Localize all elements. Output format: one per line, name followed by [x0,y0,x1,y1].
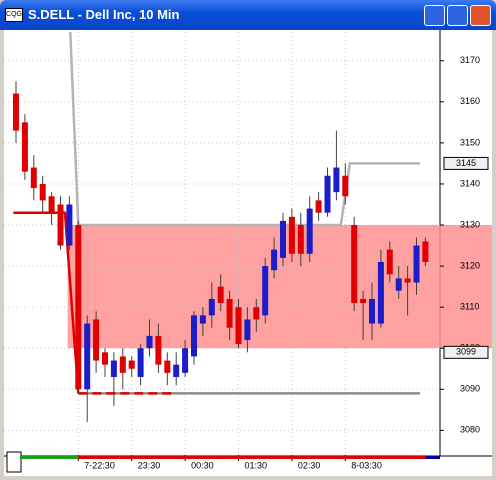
time-strip [425,456,440,459]
y-tick-label: 3120 [460,260,480,270]
candle-body [333,167,340,193]
candle-body [155,335,162,365]
candle-body [13,93,19,131]
candle-body [173,364,180,377]
title-bar: CQG S.DELL - Dell Inc, 10 Min [0,0,496,30]
price-tag-label: 3099 [456,347,476,357]
range-band [67,225,492,349]
candle-body [315,200,322,213]
y-tick-label: 3130 [460,219,480,229]
candle-body [48,196,55,213]
x-tick-label: 23:30 [138,460,161,470]
y-tick-label: 3150 [460,137,480,147]
candle-body [119,356,126,373]
candle-body [342,175,349,197]
candle-body [288,216,295,254]
candle-body [377,261,384,324]
time-strip [20,456,79,459]
candle-body [39,183,46,201]
candle-body [182,348,189,373]
candle-body [93,319,100,361]
y-tick-label: 3160 [460,96,480,106]
y-tick-label: 3090 [460,384,480,394]
price-tag-label: 3145 [456,158,476,168]
candle-body [386,249,393,275]
y-tick-label: 3170 [460,55,480,65]
candle-body [226,298,233,328]
window-title: S.DELL - Dell Inc, 10 Min [28,7,180,22]
candle-body [191,315,197,357]
x-tick-label: 7-22:30 [84,460,115,470]
candle-body [164,360,171,373]
maximize-button[interactable] [447,5,468,26]
y-tick-label: 3140 [460,178,480,188]
candle-body [235,307,242,345]
candle-body [137,348,144,377]
indicator-line [69,31,421,227]
candle-body [57,204,64,246]
price-tag [443,345,489,359]
candle-body [66,204,73,246]
candle-body [262,266,269,316]
time-strip [78,456,426,459]
candle-body [351,225,358,304]
candle-body [208,298,215,316]
candle-body [217,286,224,304]
candle-body [146,335,153,349]
candle-body [280,220,286,258]
candle-body [422,241,429,262]
candle-body [75,225,82,390]
candle-body [21,122,28,172]
chart: 3080309031003110312031303140315031603170… [4,30,492,476]
app-icon: CQG [5,8,23,22]
candle-body [297,225,304,254]
x-tick-label: 01:30 [245,460,268,470]
minimize-button[interactable] [424,5,445,26]
corner-box [6,451,22,473]
candle-body [199,315,206,324]
candle-body [271,249,278,271]
candle-body [253,307,260,320]
y-tick-label: 3080 [460,425,480,435]
candle-body [30,167,37,189]
close-button[interactable] [470,5,491,26]
candle-body [128,360,135,369]
price-tag [443,156,489,170]
candle-body [404,278,411,283]
candle-body [110,360,117,377]
candle-body [413,245,420,283]
x-tick-label: 8-03:30 [351,460,382,470]
candle-body [395,278,402,291]
candle-body [306,208,313,254]
candle-body [244,319,251,341]
candle-body [324,175,331,213]
indicator-line [13,211,80,394]
candle-body [369,298,375,324]
y-tick-label: 3110 [460,302,479,312]
candle-body [102,352,108,365]
candle-body [84,323,91,390]
x-tick-label: 00:30 [191,460,214,470]
x-tick-label: 02:30 [298,460,321,470]
candle-body [360,298,367,304]
